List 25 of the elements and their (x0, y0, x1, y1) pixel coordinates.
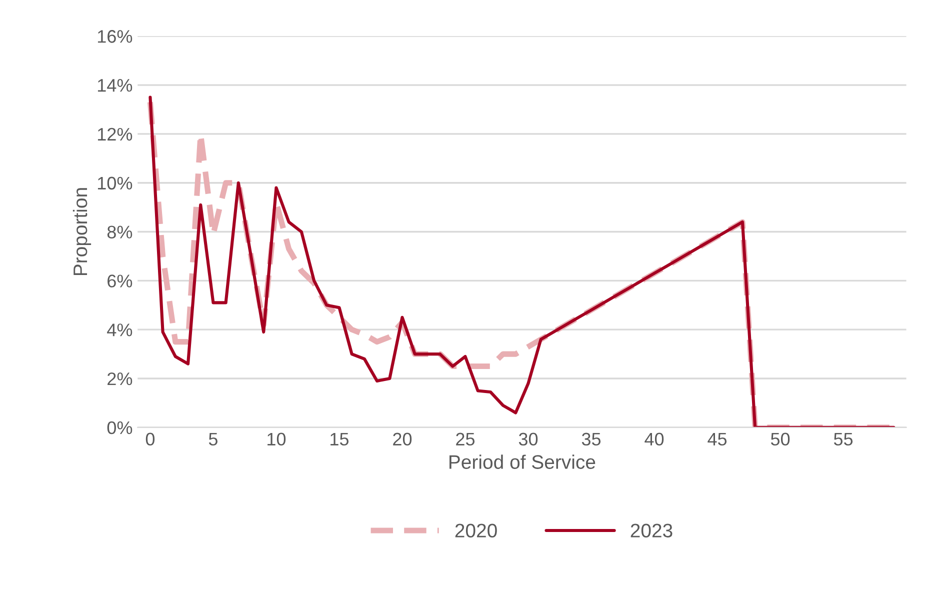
y-tick-label: 12% (98, 128, 132, 141)
legend-label: 2023 (630, 524, 672, 538)
legend-label: 2020 (455, 524, 497, 538)
x-tick-label: 15 (330, 432, 349, 446)
x-tick-label: 25 (456, 432, 475, 446)
x-tick-label: 45 (708, 432, 727, 446)
x-tick-label: 40 (644, 432, 664, 446)
y-tick-label: 8% (107, 226, 132, 238)
y-tick-label: 14% (98, 79, 132, 92)
x-tick-label: 30 (518, 432, 538, 446)
y-tick-label: 6% (108, 274, 132, 288)
x-tick-label: 50 (770, 432, 790, 446)
x-tick-label: 20 (393, 432, 412, 446)
y-tick-label: 0% (107, 421, 132, 434)
x-tick-label: 5 (208, 432, 218, 446)
y-tick-label: 2% (108, 372, 132, 386)
x-tick-label: 55 (834, 432, 853, 446)
x-axis-title: Period of Service (450, 454, 596, 469)
x-tick-label: 35 (582, 432, 601, 446)
y-tick-label: 16% (98, 30, 132, 43)
x-tick-label: 10 (268, 432, 286, 446)
x-tick-label: 0 (146, 432, 155, 446)
y-axis-title: Proportion (72, 188, 92, 276)
y-tick-label: 4% (107, 324, 132, 336)
y-tick-label: 10% (98, 176, 132, 190)
